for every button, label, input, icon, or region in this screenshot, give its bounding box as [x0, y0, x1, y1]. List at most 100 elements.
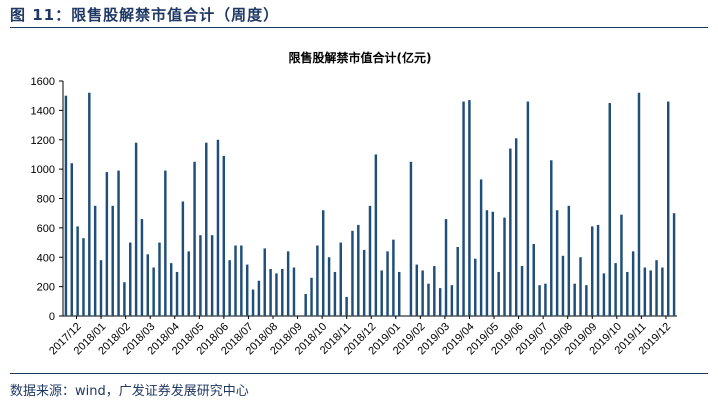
bar: [140, 219, 144, 316]
y-tick-label: 1600: [31, 76, 55, 88]
bar: [374, 154, 378, 316]
bar: [614, 263, 617, 317]
bar: [438, 288, 442, 316]
bar: [111, 205, 114, 316]
bar: [82, 238, 85, 316]
bar: [485, 210, 489, 316]
bar: [468, 100, 471, 316]
bar: [222, 155, 226, 316]
bar: [456, 246, 459, 316]
bar: [672, 213, 676, 316]
bars: [64, 92, 676, 317]
bar: [491, 211, 495, 316]
bar: [333, 271, 337, 316]
y-tick-label: 600: [37, 223, 55, 235]
bar: [514, 138, 518, 316]
bar: [450, 285, 454, 316]
figure-title: 图 11：限售股解禁市值合计（周度）: [10, 6, 280, 24]
bar: [193, 161, 196, 316]
bar: [573, 283, 576, 316]
bar: [497, 271, 500, 316]
y-tick-label: 1000: [31, 164, 55, 176]
y-tick-label: 800: [37, 194, 55, 206]
bar: [129, 242, 132, 316]
bar: [158, 242, 161, 316]
bar: [427, 283, 430, 316]
bar: [667, 101, 670, 316]
bar: [76, 226, 79, 316]
bar: [637, 92, 641, 316]
bar: [263, 248, 266, 316]
bar: [596, 224, 600, 316]
bar: [117, 170, 120, 316]
bar: [626, 271, 629, 316]
bar: [503, 217, 506, 316]
bar: [585, 285, 588, 316]
bar: [134, 142, 138, 316]
bar: [421, 270, 424, 316]
chart-title: 限售股解禁市值合计(亿元): [289, 50, 432, 65]
bar: [509, 148, 512, 316]
bar: [64, 95, 68, 316]
bar: [105, 172, 109, 316]
bar: [310, 277, 313, 316]
bar: [608, 103, 611, 316]
bar: [357, 224, 360, 316]
bar: [415, 264, 419, 316]
bar: [409, 161, 413, 316]
bar: [643, 267, 647, 316]
bar: [380, 270, 383, 316]
bar: [392, 239, 395, 317]
bar: [339, 242, 342, 316]
top-rule: [10, 27, 708, 28]
bar: [544, 283, 547, 316]
bar: [187, 251, 190, 317]
bar: [474, 258, 477, 316]
bar: [362, 249, 366, 316]
bar: [316, 245, 319, 316]
y-tick-label: 0: [49, 311, 55, 323]
y-tick-label: 1400: [31, 105, 55, 117]
bar: [275, 273, 278, 316]
bar: [561, 255, 565, 316]
bar: [532, 244, 535, 316]
bar: [538, 285, 541, 316]
y-axis: 0 200 400 600 800 1000 1200 1400 1600: [31, 76, 64, 323]
bar: [526, 101, 530, 316]
bar: [245, 264, 249, 316]
bar: [345, 296, 348, 316]
bar: [386, 251, 389, 317]
bar: [123, 282, 126, 316]
bar: [205, 142, 208, 316]
bar: [281, 269, 284, 316]
y-tick-label: 400: [37, 252, 55, 264]
bar: [321, 210, 325, 316]
bar: [228, 260, 231, 316]
bar: [579, 257, 582, 316]
bar: [655, 260, 658, 316]
bar: [631, 251, 635, 317]
bar: [93, 205, 97, 316]
bar: [661, 267, 664, 316]
bar: [146, 254, 150, 316]
x-axis: 2017/122018/012018/022018/032018/042018/…: [47, 315, 677, 357]
bar: [286, 251, 290, 317]
bar: [462, 101, 465, 316]
bar: [257, 280, 261, 316]
bar: [269, 269, 272, 316]
bar: [240, 245, 243, 316]
bar: [479, 179, 483, 316]
bar: [398, 271, 401, 316]
bar: [520, 266, 524, 316]
bar: [210, 235, 214, 316]
bar: [181, 201, 185, 316]
bottom-rule: [10, 373, 708, 374]
bar-chart: 限售股解禁市值合计(亿元) 0 200 400 600 800 1000 1200 1400 1…: [31, 50, 677, 357]
bar: [567, 205, 571, 316]
bar: [216, 139, 220, 316]
bar: [620, 214, 623, 316]
bar: [234, 245, 237, 316]
bar: [327, 257, 331, 316]
y-tick-label: 1200: [31, 135, 55, 147]
bar: [164, 170, 167, 316]
